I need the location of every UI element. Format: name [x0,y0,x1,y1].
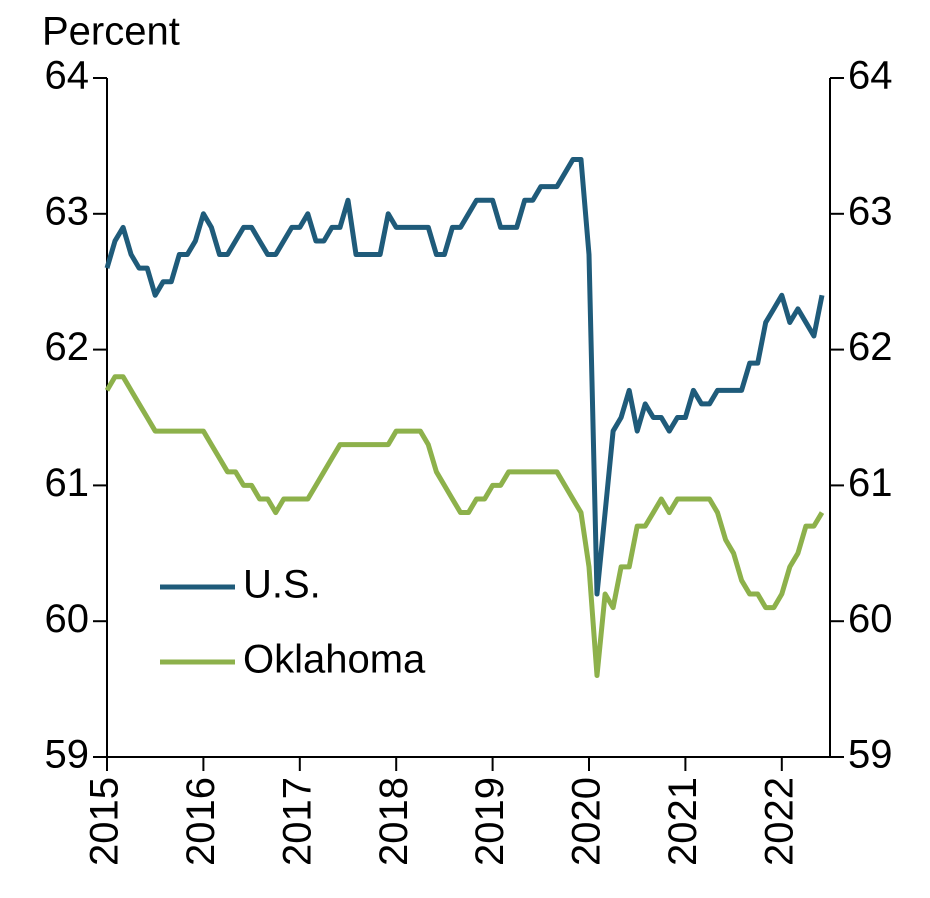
legend-label: Oklahoma [243,638,426,682]
y-tick-label: 63 [45,189,90,233]
y2-tick-label: 60 [848,597,893,641]
x-tick-label: 2016 [179,777,223,866]
legend-label: U.S. [243,563,321,607]
x-tick-label: 2018 [372,777,416,866]
y-tick-label: 64 [45,54,90,98]
x-tick-label: 2022 [757,777,801,866]
y-tick-label: 60 [45,597,90,641]
y-tick-label: 59 [45,733,90,777]
x-tick-label: 2020 [565,777,609,866]
y2-tick-label: 61 [848,461,893,505]
y2-tick-label: 63 [848,189,893,233]
x-tick-label: 2021 [661,777,705,866]
y2-tick-label: 62 [848,325,893,369]
y2-tick-label: 59 [848,733,893,777]
y-axis-label: Percent [42,10,180,54]
x-tick-label: 2019 [468,777,512,866]
x-tick-label: 2017 [275,777,319,866]
y-tick-label: 62 [45,325,90,369]
y-tick-label: 61 [45,461,90,505]
y2-tick-label: 64 [848,54,893,98]
series-line [104,374,825,679]
series-line [104,156,825,597]
x-tick-label: 2015 [83,777,127,866]
